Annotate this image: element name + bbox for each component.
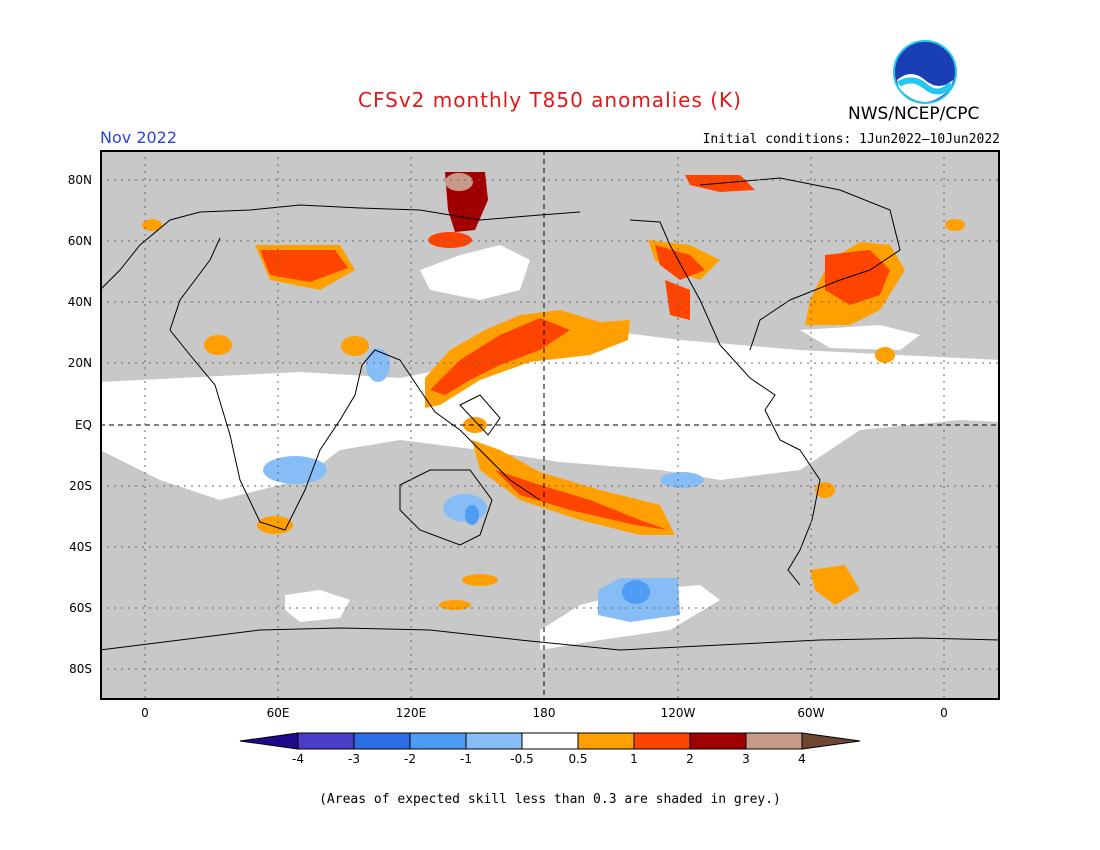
lat-label-40n: 40N (67, 295, 92, 309)
colorbar (239, 732, 861, 750)
positive-anomalies-extreme (445, 173, 473, 191)
colorbar-label: -3 (348, 752, 360, 766)
lat-label-60n: 60N (67, 234, 92, 248)
colorbar-label: 3 (742, 752, 750, 766)
colorbar-label: 0.5 (568, 752, 588, 766)
colorbar-label: -4 (292, 752, 304, 766)
agency-label: NWS/NCEP/CPC (848, 104, 980, 124)
colorbar-label: 1 (630, 752, 638, 766)
equator-dateline (100, 150, 1000, 700)
noaa-logo (893, 40, 957, 104)
coastlines (100, 177, 1000, 651)
map-frame (100, 150, 1000, 700)
lat-label-20s: 20S (69, 479, 92, 493)
anomaly-map (100, 150, 1000, 700)
colorbar-label: -1 (460, 752, 472, 766)
lat-label-60s: 60S (69, 601, 92, 615)
lon-label-60w: 60W (797, 706, 825, 720)
lon-label-0-west: 0 (141, 706, 149, 720)
colorbar-label: -0.5 (510, 752, 534, 766)
lon-label-120e: 120E (395, 706, 427, 720)
lon-label-180: 180 (532, 706, 556, 720)
lon-label-0-east: 0 (940, 706, 948, 720)
colorbar-label: -2 (404, 752, 416, 766)
forecast-month: Nov 2022 (100, 128, 178, 147)
page-title: CFSv2 monthly T850 anomalies (K) (358, 88, 742, 112)
negative-anomalies (263, 348, 704, 622)
lat-label-40s: 40S (69, 540, 92, 554)
initial-conditions: Initial conditions: 1Jun2022–10Jun2022 (702, 132, 1000, 147)
lon-label-120w: 120W (660, 706, 696, 720)
lat-label-80n: 80N (67, 173, 92, 187)
colorbar-high-arrow (801, 732, 861, 750)
colorbar-low-arrow (239, 732, 299, 750)
lat-label-20n: 20N (67, 356, 92, 370)
colorbar-label: 4 (798, 752, 806, 766)
footnote: (Areas of expected skill less than 0.3 a… (319, 792, 781, 807)
colorbar-label: 2 (686, 752, 694, 766)
lon-label-60e: 60E (266, 706, 290, 720)
lat-label-80s: 80S (69, 662, 92, 676)
lat-label-eq: EQ (74, 418, 92, 432)
